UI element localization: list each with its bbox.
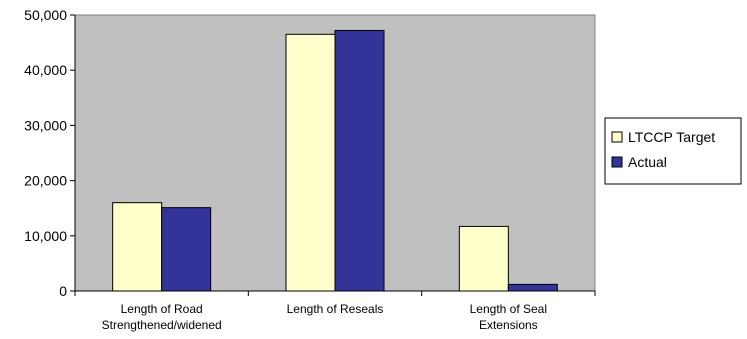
x-category-label: Length of Reseals: [287, 302, 384, 316]
bar-actual-1: [334, 29, 385, 292]
y-tick-label: 30,000: [24, 117, 67, 133]
x-category-label: Extensions: [479, 318, 538, 332]
bar-ltccp-target-2: [458, 225, 509, 292]
y-axis: 0 10,000 20,000 30,000 40,000 50,000: [24, 7, 76, 299]
legend-box: [604, 117, 742, 185]
bar-actual-0: [161, 207, 212, 292]
x-category-label: Length of Seal: [470, 302, 547, 316]
x-category-label: Length of Road: [121, 302, 203, 316]
legend-swatch: [611, 156, 623, 168]
bar-ltccp-target-0: [112, 202, 163, 292]
y-tick-label: 10,000: [24, 228, 67, 244]
bars-group: [112, 29, 558, 292]
y-tick-label: 50,000: [24, 7, 67, 23]
x-category-label: Strengthened/widened: [102, 318, 222, 332]
y-tick-label: 40,000: [24, 62, 67, 78]
legend-label: Actual: [628, 154, 667, 170]
legend-label: LTCCP Target: [628, 129, 715, 145]
bar-actual-2: [507, 283, 558, 292]
y-tick-label: 0: [59, 283, 67, 299]
y-tick-label: 20,000: [24, 173, 67, 189]
legend: LTCCP Target Actual: [604, 117, 742, 185]
legend-swatch: [611, 131, 623, 143]
x-axis: Length of Road Strengthened/widened Length…: [74, 290, 596, 332]
bar-ltccp-target-1: [285, 33, 336, 292]
